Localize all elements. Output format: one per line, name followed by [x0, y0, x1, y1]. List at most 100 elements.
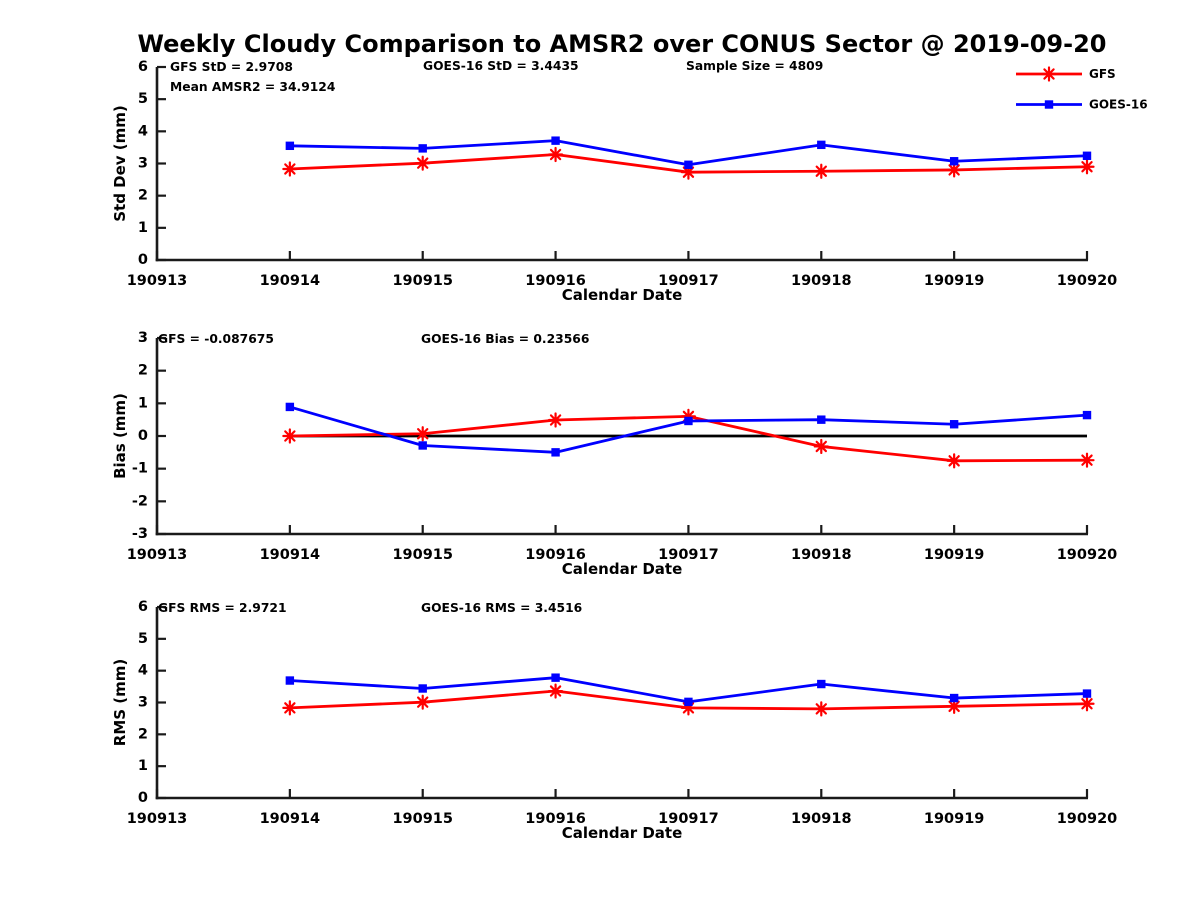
x-tick-label: 190914	[260, 273, 321, 289]
x-tick-label: 190918	[791, 547, 852, 563]
y-tick-label: -3	[132, 526, 148, 542]
x-tick-label: 190913	[127, 547, 188, 563]
y-tick-label: 1	[138, 220, 148, 236]
y-tick-label: 1	[138, 395, 148, 411]
goes16-marker	[418, 684, 427, 693]
y-tick-label: 1	[138, 758, 148, 774]
y-tick-label: 6	[138, 599, 148, 615]
goes16-marker	[817, 140, 826, 150]
x-tick-label: 190915	[392, 547, 453, 563]
goes16-marker	[551, 673, 560, 682]
y-tick-label: 0	[138, 252, 148, 268]
y-axis-label: RMS (mm)	[111, 659, 129, 746]
y-tick-label: 2	[138, 726, 148, 742]
goes16-marker	[1082, 689, 1092, 698]
x-tick-label: 190913	[127, 273, 188, 289]
x-tick-label: 190914	[260, 547, 321, 563]
goes16-marker	[1082, 410, 1092, 420]
y-tick-label: 5	[138, 631, 148, 647]
y-axis-label: Std Dev (mm)	[111, 105, 129, 222]
goes16-marker	[418, 441, 427, 450]
legend: GFS GOES-16	[1016, 66, 1148, 112]
goes16-marker	[684, 160, 693, 169]
y-tick-label: 3	[138, 330, 148, 346]
y-tick-label: 2	[138, 188, 148, 204]
x-tick-label: 190914	[260, 811, 321, 827]
y-tick-label: -2	[132, 493, 148, 509]
goes16-marker	[817, 415, 826, 424]
x-tick-label: 190916	[525, 811, 586, 827]
annotation: Sample Size = 4809	[686, 59, 823, 73]
x-tick-label: 190920	[1057, 811, 1118, 827]
x-tick-label: 190915	[392, 273, 453, 289]
y-tick-label: -1	[132, 461, 148, 477]
goes16-marker	[285, 141, 295, 151]
goes16-marker	[949, 693, 959, 703]
annotation: GOES-16 Bias = 0.23566	[421, 332, 589, 346]
subplot-rms: 0 1 2 3 4 5 6 190913 190914 190915 190916 190917 190…	[111, 599, 1117, 842]
gfs-marker	[680, 700, 697, 716]
gfs-marker	[282, 161, 298, 177]
y-tick-label: 0	[138, 790, 148, 806]
gfs-marker	[547, 683, 564, 699]
goes16-marker	[949, 157, 959, 166]
gfs-marker	[1079, 159, 1095, 175]
annotation: Mean AMSR2 = 34.9124	[170, 80, 335, 94]
gfs-marker	[813, 701, 829, 717]
y-tick-label: 4	[138, 123, 148, 139]
x-tick-label: 190917	[658, 547, 719, 563]
asterisk-marker-icon	[1041, 66, 1057, 82]
x-tick-label: 190915	[392, 811, 453, 827]
gfs-marker	[547, 412, 564, 428]
goes16-marker	[418, 144, 427, 153]
x-tick-label: 190919	[924, 811, 985, 827]
x-tick-label: 190916	[525, 547, 586, 563]
x-axis-label: Calendar Date	[562, 560, 683, 578]
x-axis-label: Calendar Date	[562, 824, 683, 842]
goes16-marker	[1082, 151, 1092, 160]
goes16-marker	[551, 136, 560, 145]
gfs-marker	[680, 408, 697, 424]
annotation: GOES-16 RMS = 3.4516	[421, 601, 582, 615]
gfs-marker	[282, 700, 298, 716]
x-tick-label: 190913	[127, 811, 188, 827]
y-tick-label: 3	[138, 156, 148, 172]
gfs-marker	[547, 146, 564, 163]
gfs-marker	[946, 162, 962, 178]
plots-container: 0 1 2 3 4 5 6 190913 190914 190915 190916 190917 190…	[111, 59, 1148, 842]
annotation: GFS = -0.087675	[158, 332, 274, 346]
gfs-marker	[415, 426, 431, 442]
gfs-marker	[415, 694, 431, 710]
annotation: GFS RMS = 2.9721	[158, 601, 287, 615]
goes16-marker	[949, 420, 959, 429]
y-tick-label: 6	[138, 59, 148, 75]
y-tick-label: 5	[138, 91, 148, 107]
gfs-marker	[1079, 696, 1095, 712]
y-tick-label: 2	[138, 363, 148, 379]
x-tick-label: 190919	[924, 547, 985, 563]
goes16-marker	[817, 679, 826, 689]
annotation: GOES-16 StD = 3.4435	[423, 59, 579, 73]
y-tick-label: 0	[138, 428, 148, 444]
gfs-marker	[813, 163, 829, 179]
y-axis-label: Bias (mm)	[111, 393, 129, 479]
x-tick-label: 190918	[791, 811, 852, 827]
legend-label: GOES-16	[1089, 98, 1148, 112]
y-tick-label: 4	[138, 663, 148, 679]
legend-label: GFS	[1089, 67, 1116, 81]
goes16-marker	[684, 416, 693, 426]
goes16-marker	[285, 676, 295, 685]
gfs-marker	[680, 164, 697, 180]
x-tick-label: 190918	[791, 273, 852, 289]
gfs-marker	[946, 453, 962, 469]
goes16-marker	[684, 697, 693, 707]
square-marker-icon	[1044, 100, 1054, 109]
x-tick-label: 190920	[1057, 273, 1118, 289]
x-tick-label: 190917	[658, 811, 719, 827]
gfs-marker	[813, 438, 829, 455]
x-tick-label: 190919	[924, 273, 985, 289]
gfs-marker	[946, 698, 962, 714]
x-tick-label: 190916	[525, 273, 586, 289]
